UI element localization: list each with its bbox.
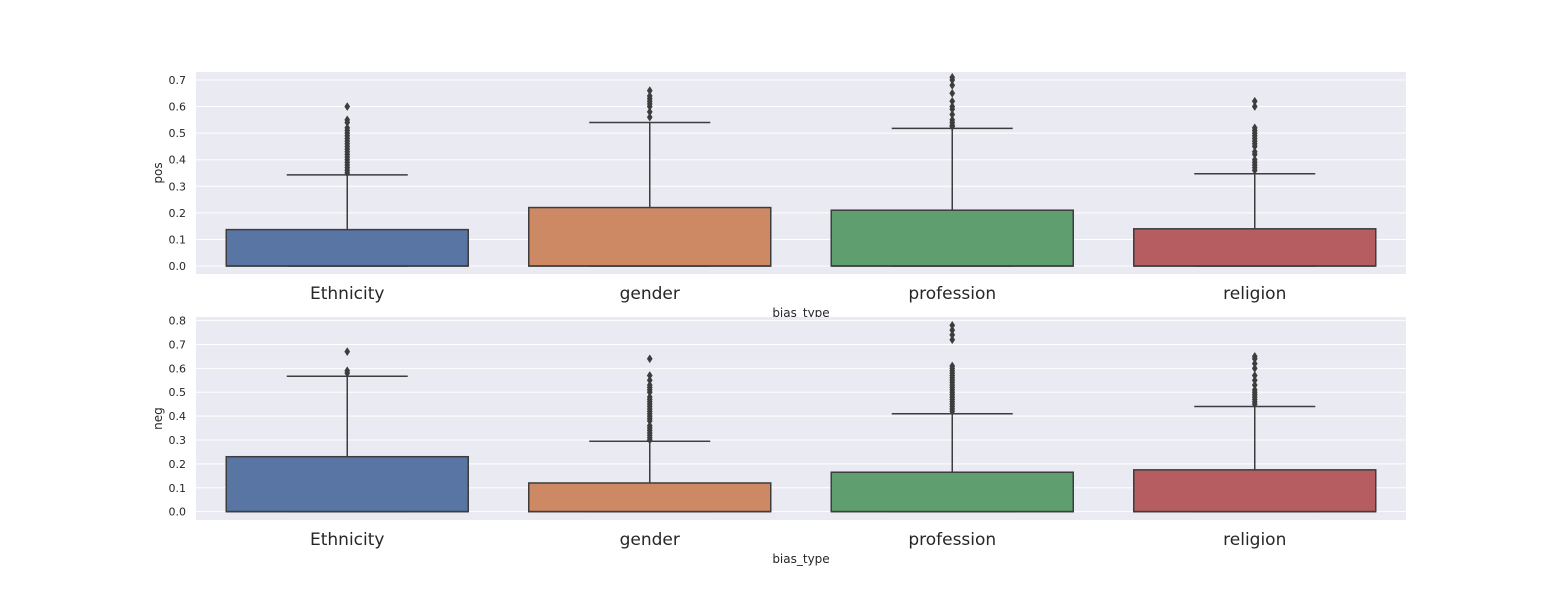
outlier-point <box>949 335 956 345</box>
outlier-point <box>646 392 653 402</box>
y-tick-label: 0.3 <box>169 434 187 447</box>
box-ethnicity <box>225 455 469 513</box>
outlier-point <box>344 123 351 133</box>
outlier-point <box>344 347 351 357</box>
x-tick-label: gender <box>620 530 680 550</box>
outlier-point <box>949 88 956 98</box>
outlier-point <box>1251 375 1258 385</box>
outlier-point <box>646 86 653 96</box>
box-profession <box>830 471 1074 513</box>
y-tick-label: 0.1 <box>169 482 187 495</box>
outlier-point <box>949 361 956 371</box>
outlier-point <box>646 107 653 117</box>
pos-boxplot-panel: 0.0 0.1 0.2 0.3 0.4 0.5 0.6 0.7 Ethnicity gender p… <box>151 72 1406 320</box>
outlier-point <box>646 421 653 431</box>
outlier-point <box>1251 359 1258 369</box>
x-tick-label: religion <box>1223 530 1286 550</box>
y-tick-label: 0.0 <box>169 260 187 273</box>
y-tick-label: 0.0 <box>169 506 187 519</box>
outlier-point <box>1251 380 1258 390</box>
outlier-point <box>949 80 956 90</box>
neg-boxplot-panel: 0.0 0.1 0.2 0.3 0.4 0.5 0.6 0.7 0.8 Ethnicity gend… <box>151 315 1406 566</box>
outlier-point <box>1251 123 1258 133</box>
y-tick-label: 0.2 <box>169 458 187 471</box>
outlier-point <box>949 96 956 106</box>
outlier-point <box>1251 351 1258 361</box>
box-religion <box>1133 228 1377 267</box>
y-axis-title: pos <box>151 162 165 183</box>
x-tick-label: Ethnicity <box>310 284 384 304</box>
y-tick-label: 0.7 <box>169 74 187 87</box>
outlier-point <box>949 72 956 82</box>
outlier-point <box>1251 102 1258 112</box>
y-tick-label: 0.5 <box>169 386 187 399</box>
outlier-point <box>949 330 956 340</box>
outlier-point <box>1251 385 1258 395</box>
x-tick-label: Ethnicity <box>310 530 384 550</box>
outlier-point <box>646 91 653 101</box>
outlier-point <box>1251 147 1258 157</box>
outlier-point <box>1251 96 1258 106</box>
outlier-point <box>949 325 956 335</box>
outlier-point <box>646 112 653 122</box>
y-tick-label: 0.2 <box>169 207 187 220</box>
y-axis-title: neg <box>151 407 165 430</box>
outlier-point <box>1251 371 1258 380</box>
box-gender <box>528 482 772 513</box>
outlier-point <box>646 354 653 364</box>
outlier-point <box>949 320 956 330</box>
outlier-point <box>949 110 956 119</box>
x-tick-label: religion <box>1223 284 1286 304</box>
outlier-point <box>1251 363 1258 373</box>
x-axis-title: bias_type <box>772 306 829 320</box>
y-tick-label: 0.5 <box>169 127 187 140</box>
outlier-point <box>344 102 351 112</box>
outlier-point <box>344 366 351 376</box>
y-tick-label: 0.7 <box>169 338 187 351</box>
outlier-point <box>949 102 956 112</box>
y-tick-label: 0.4 <box>169 154 187 167</box>
x-tick-label: profession <box>908 284 996 304</box>
x-tick-label: gender <box>620 284 680 304</box>
y-tick-label: 0.6 <box>169 101 187 114</box>
x-tick-label: profession <box>908 530 996 550</box>
y-tick-label: 0.3 <box>169 180 187 193</box>
outlier-point <box>646 375 653 385</box>
outlier-point <box>949 115 956 125</box>
box-profession <box>830 209 1074 267</box>
box-gender <box>528 206 772 267</box>
y-tick-label: 0.1 <box>169 233 187 246</box>
y-tick-label: 0.6 <box>169 362 187 375</box>
outlier-point <box>344 115 351 125</box>
y-tick-label: 0.4 <box>169 410 187 423</box>
x-axis-title: bias_type <box>772 552 829 566</box>
outlier-point <box>1251 155 1258 165</box>
y-tick-label: 0.8 <box>169 315 187 328</box>
outlier-point <box>646 371 653 380</box>
box-religion <box>1133 469 1377 513</box>
box-ethnicity <box>225 228 469 267</box>
outlier-point <box>646 380 653 390</box>
